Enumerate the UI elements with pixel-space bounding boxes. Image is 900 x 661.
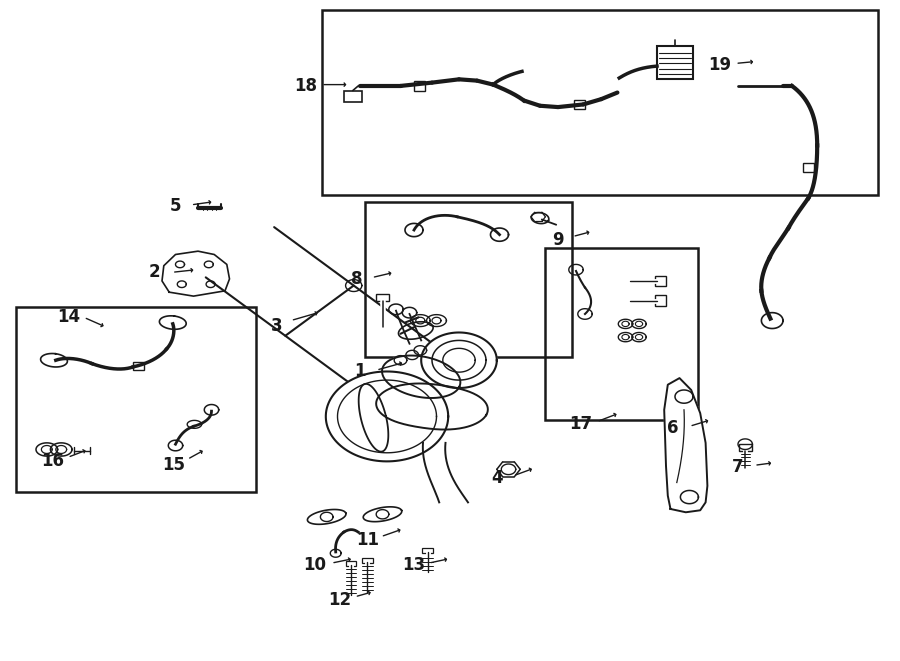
Bar: [376, 294, 389, 301]
Bar: [322, 10, 878, 195]
Text: 2: 2: [149, 263, 160, 282]
Text: 4: 4: [491, 469, 502, 487]
Polygon shape: [162, 251, 230, 296]
Text: 19: 19: [708, 56, 732, 74]
Bar: [344, 91, 362, 102]
Text: 8: 8: [351, 270, 362, 288]
Text: 12: 12: [328, 590, 352, 609]
Text: 11: 11: [356, 531, 379, 549]
Text: 17: 17: [569, 415, 592, 434]
Polygon shape: [382, 356, 460, 398]
Text: 18: 18: [294, 77, 318, 95]
Polygon shape: [326, 371, 448, 461]
Text: 13: 13: [402, 556, 426, 574]
Text: 10: 10: [303, 556, 327, 574]
Bar: [133, 362, 144, 370]
Text: 9: 9: [553, 231, 563, 249]
Bar: [16, 307, 256, 492]
Text: 3: 3: [271, 317, 282, 335]
Text: 16: 16: [40, 452, 64, 471]
Bar: [346, 561, 356, 566]
Text: 14: 14: [57, 308, 80, 327]
Bar: [803, 163, 814, 172]
Bar: [414, 81, 425, 91]
Polygon shape: [421, 332, 497, 388]
Text: 15: 15: [162, 456, 185, 475]
Bar: [362, 558, 373, 563]
Bar: [739, 444, 752, 451]
Polygon shape: [376, 383, 488, 430]
Bar: [364, 202, 572, 357]
Text: 5: 5: [170, 197, 181, 215]
Bar: [574, 100, 585, 109]
Bar: [657, 46, 693, 79]
Bar: [655, 276, 666, 286]
Text: 7: 7: [733, 458, 743, 477]
Bar: [544, 248, 698, 420]
Polygon shape: [664, 378, 707, 512]
Text: 6: 6: [668, 419, 679, 438]
Bar: [422, 548, 433, 553]
Bar: [655, 295, 666, 306]
Text: 1: 1: [355, 362, 365, 381]
